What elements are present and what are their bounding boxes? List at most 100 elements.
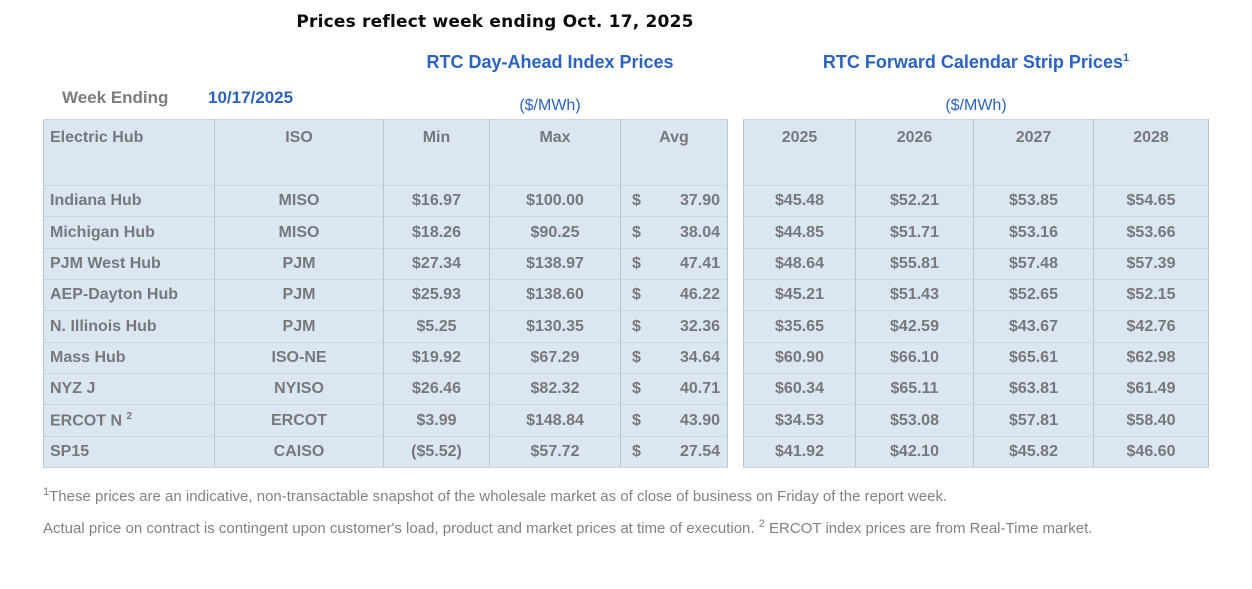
strip-price-cell: $53.08 — [855, 404, 974, 437]
year-column-header: 2027 — [973, 119, 1094, 186]
strip-price-cell: $57.81 — [973, 404, 1094, 437]
hub-cell: NYZ J — [43, 373, 215, 406]
currency-symbol: $ — [632, 254, 641, 272]
strip-price-cell: $51.43 — [855, 279, 974, 312]
strip-price-cell: $53.16 — [973, 216, 1094, 249]
avg-cell: $27.54 — [620, 435, 728, 469]
strip-price-cell: $45.48 — [743, 184, 856, 218]
footnote-ref-2: 2 — [126, 410, 133, 422]
table-row: AEP-Dayton Hub PJM $25.93 $138.60 $46.22 — [43, 279, 728, 312]
min-cell: $18.26 — [383, 216, 490, 249]
year-column-header: 2025 — [743, 119, 856, 186]
table-row: ERCOT N 2 ERCOT $3.99 $148.84 $43.90 — [43, 404, 728, 437]
strip-price-cell: $44.85 — [743, 216, 856, 249]
strip-price-cell: $65.61 — [973, 341, 1094, 375]
max-cell: $57.72 — [489, 435, 621, 469]
avg-cell: $46.22 — [620, 279, 728, 312]
strip-price-cell: $55.81 — [855, 247, 974, 281]
max-cell: $100.00 — [489, 184, 621, 218]
hub-cell: Mass Hub — [43, 341, 215, 375]
table-row: SP15 CAISO ($5.52) $57.72 $27.54 — [43, 435, 728, 469]
week-ending-label: Week Ending — [62, 88, 169, 107]
table-row: $60.34 $65.11 $63.81 $61.49 — [743, 373, 1209, 406]
strip-price-cell: $61.49 — [1093, 373, 1209, 406]
currency-symbol: $ — [632, 442, 641, 460]
min-cell: $26.46 — [383, 373, 490, 406]
strip-price-cell: $42.76 — [1093, 310, 1209, 343]
week-ending-date: 10/17/2025 — [208, 88, 294, 107]
year-column-header: 2028 — [1093, 119, 1209, 186]
currency-symbol: $ — [632, 348, 641, 366]
iso-cell: ERCOT — [214, 404, 384, 437]
min-cell: ($5.52) — [383, 435, 490, 469]
strip-price-cell: $34.53 — [743, 404, 856, 437]
footnote-marker-2: 2 — [758, 518, 765, 530]
strip-price-cell: $45.21 — [743, 279, 856, 312]
iso-cell: NYISO — [214, 373, 384, 406]
max-cell: $90.25 — [489, 216, 621, 249]
strip-price-cell: $63.81 — [973, 373, 1094, 406]
column-header-max: Max — [489, 119, 621, 186]
footnote: 1These prices are an indicative, non-tra… — [43, 482, 1191, 546]
strip-price-cell: $35.65 — [743, 310, 856, 343]
table-row: Michigan Hub MISO $18.26 $90.25 $38.04 — [43, 216, 728, 249]
strip-price-cell: $52.15 — [1093, 279, 1209, 312]
column-header-electric-hub: Electric Hub — [43, 119, 215, 186]
day-ahead-heading-text: RTC Day-Ahead Index Prices — [426, 52, 674, 72]
table-row: Indiana Hub MISO $16.97 $100.00 $37.90 — [43, 184, 728, 218]
min-cell: $16.97 — [383, 184, 490, 218]
day-ahead-heading: RTC Day-Ahead Index Prices — [300, 52, 800, 73]
footnote-marker-1: 1 — [43, 486, 50, 498]
table-row: $44.85 $51.71 $53.16 $53.66 — [743, 216, 1209, 249]
strip-price-cell: $57.39 — [1093, 247, 1209, 281]
header-row: Electric Hub ISO Min Max Avg — [43, 119, 728, 186]
avg-cell: $37.90 — [620, 184, 728, 218]
footnote-line-1: 1These prices are an indicative, non-tra… — [43, 486, 948, 505]
strip-price-cell: $41.92 — [743, 435, 856, 469]
strip-price-cell: $52.21 — [855, 184, 974, 218]
page-title: Prices reflect week ending Oct. 17, 2025 — [296, 12, 694, 32]
avg-cell: $32.36 — [620, 310, 728, 343]
iso-cell: PJM — [214, 310, 384, 343]
column-header-min: Min — [383, 119, 490, 186]
footnote-line-2: Actual price on contract is contingent u… — [43, 518, 1093, 537]
max-cell: $130.35 — [489, 310, 621, 343]
table-row: $45.48 $52.21 $53.85 $54.65 — [743, 184, 1209, 218]
currency-symbol: $ — [632, 380, 641, 398]
avg-cell: $47.41 — [620, 247, 728, 281]
avg-cell: $43.90 — [620, 404, 728, 437]
min-cell: $5.25 — [383, 310, 490, 343]
avg-cell: $40.71 — [620, 373, 728, 406]
min-cell: $25.93 — [383, 279, 490, 312]
strip-price-cell: $51.71 — [855, 216, 974, 249]
currency-symbol: $ — [632, 317, 641, 335]
table-row: $34.53 $53.08 $57.81 $58.40 — [743, 404, 1209, 437]
strip-price-cell: $42.59 — [855, 310, 974, 343]
column-header-avg: Avg — [620, 119, 728, 186]
table-row: $41.92 $42.10 $45.82 $46.60 — [743, 435, 1209, 469]
strip-price-cell: $62.98 — [1093, 341, 1209, 375]
forward-strip-heading-text: RTC Forward Calendar Strip Prices — [822, 52, 1123, 72]
strip-price-cell: $60.34 — [743, 373, 856, 406]
table-row: Mass Hub ISO-NE $19.92 $67.29 $34.64 — [43, 341, 728, 375]
table-row: N. Illinois Hub PJM $5.25 $130.35 $32.36 — [43, 310, 728, 343]
footnote-ref-1: 1 — [1122, 52, 1130, 64]
max-cell: $138.97 — [489, 247, 621, 281]
currency-symbol: $ — [632, 223, 641, 241]
max-cell: $67.29 — [489, 341, 621, 375]
avg-cell: $34.64 — [620, 341, 728, 375]
strip-price-cell: $45.82 — [973, 435, 1094, 469]
table-row: PJM West Hub PJM $27.34 $138.97 $47.41 — [43, 247, 728, 281]
strip-price-cell: $42.10 — [855, 435, 974, 469]
year-column-header: 2026 — [855, 119, 974, 186]
currency-symbol: $ — [632, 286, 641, 304]
hub-cell: AEP-Dayton Hub — [43, 279, 215, 312]
avg-cell: $38.04 — [620, 216, 728, 249]
strip-price-cell: $65.11 — [855, 373, 974, 406]
day-ahead-unit-label: ($/MWh) — [519, 97, 581, 114]
strip-price-cell: $53.66 — [1093, 216, 1209, 249]
strip-price-cell: $52.65 — [973, 279, 1094, 312]
strip-price-cell: $48.64 — [743, 247, 856, 281]
min-cell: $3.99 — [383, 404, 490, 437]
